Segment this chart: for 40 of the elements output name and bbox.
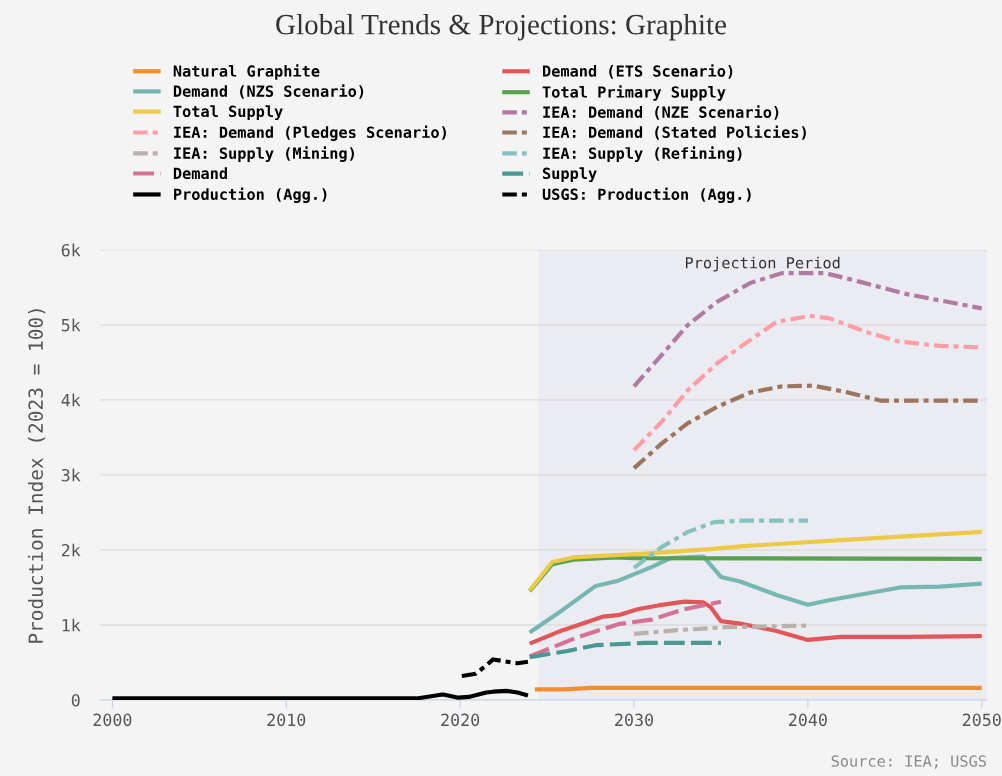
- y-tick-label: 5k: [61, 318, 81, 332]
- y-tick-label: 2k: [61, 543, 81, 557]
- legend-label: IEA: Demand (Stated Policies): [543, 125, 806, 140]
- band-label: Projection Period: [685, 256, 840, 272]
- chart-title: Global Trends & Projections: Graphite: [276, 13, 727, 41]
- legend-label: Demand (NZS Scenario): [173, 84, 364, 99]
- line-series: [527, 529, 984, 593]
- line-series: [631, 623, 809, 637]
- x-tick-label: 2040: [789, 713, 827, 727]
- legend-label: IEA: Supply (Mining): [174, 146, 354, 162]
- legend-label: Total Primary Supply: [542, 85, 726, 101]
- x-tick-label: 2020: [441, 713, 480, 727]
- x-tick-label: 2030: [615, 713, 653, 727]
- line-series: [631, 271, 984, 389]
- legend-label: IEA: Demand (Pledges Scenario): [174, 125, 446, 141]
- x-tick-label: 2010: [267, 713, 306, 727]
- legend-label: Demand: [173, 167, 227, 180]
- legend-label: Production (Agg.): [174, 187, 327, 203]
- legend-label: Demand (ETS Scenario): [543, 64, 733, 79]
- x-tick-label: 2050: [962, 713, 1001, 727]
- line-series: [631, 518, 810, 571]
- legend-label: IEA: Demand (NZE Scenario): [543, 105, 779, 120]
- legend-label: IEA: Supply (Refining): [543, 146, 742, 162]
- line-series: [110, 688, 531, 700]
- x-tick-label: 2000: [93, 713, 132, 727]
- y-axis-title: Production Index (2023 = 100): [27, 309, 46, 643]
- y-tick-label: 1k: [62, 618, 81, 632]
- y-tick-label: 3k: [61, 468, 81, 482]
- legend-label: Natural Graphite: [173, 64, 320, 80]
- line-series: [459, 657, 531, 679]
- line-series: [527, 640, 724, 660]
- line-series: [527, 554, 984, 635]
- line-series: [527, 599, 984, 646]
- y-tick-label: 4k: [61, 393, 81, 407]
- legend-label: Total Supply: [173, 105, 283, 121]
- y-tick-label: 6k: [61, 243, 81, 257]
- legend-label: USGS: Production (Agg.): [542, 187, 751, 203]
- y-tick-label: 0: [71, 693, 80, 707]
- legend-label: Supply: [542, 167, 597, 183]
- source-note: Source: IEA; USGS: [831, 755, 986, 769]
